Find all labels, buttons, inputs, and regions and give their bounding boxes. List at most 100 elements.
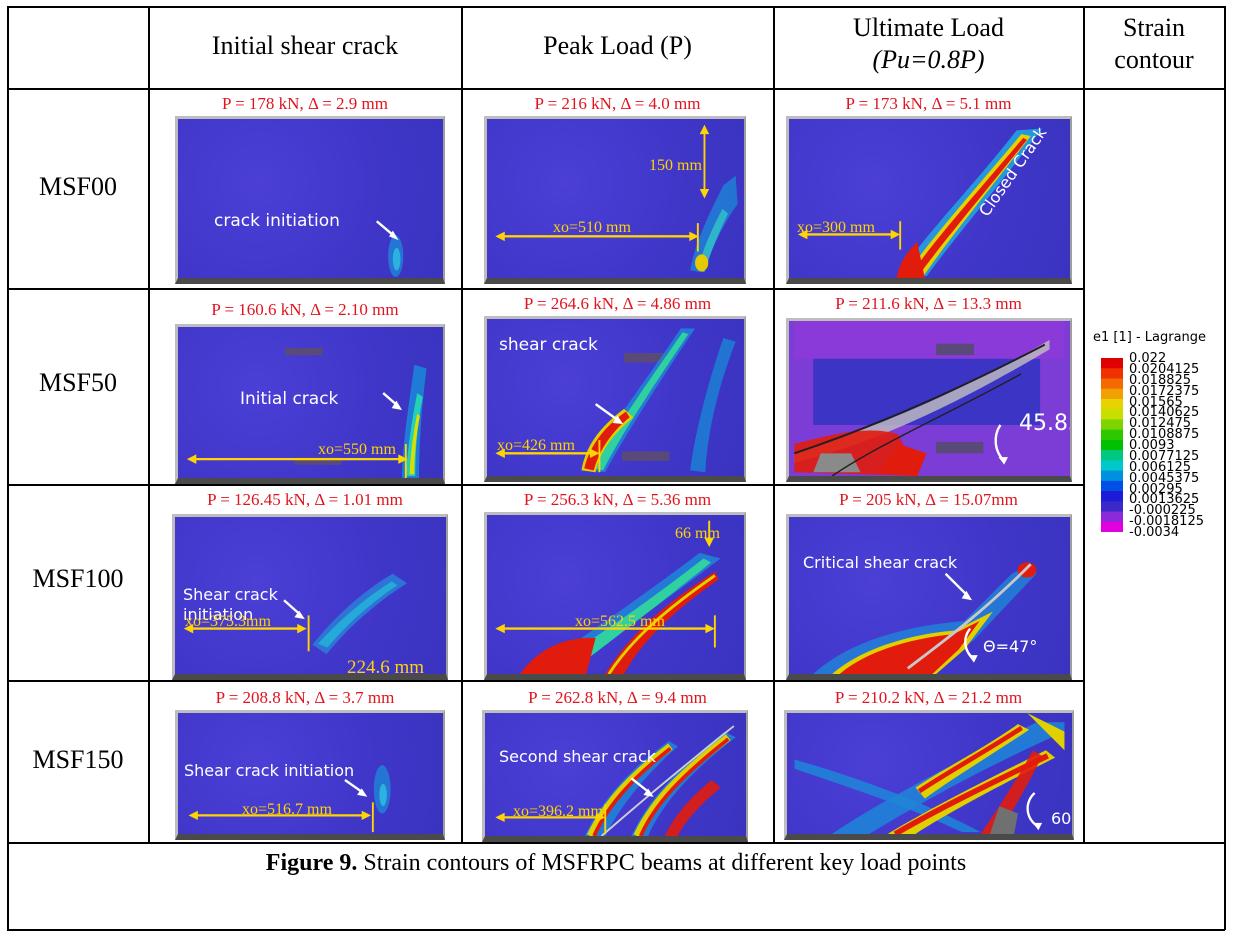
dimension-label: xo=550 mm (318, 441, 396, 458)
legend-value: 0.006125 (1129, 459, 1192, 475)
header-strain-line1: Strain (1122, 13, 1186, 42)
legend-value: -0.0018125 (1129, 514, 1204, 530)
strain-image-msf00-ultimate: xo=300 mm Closed Crack (786, 116, 1072, 284)
legend-value: 0.00295 (1129, 481, 1183, 497)
strain-image-msf100-ultimate: Critical shear crack Θ=47° (786, 514, 1072, 680)
dimension-label: 150 mm (649, 157, 702, 174)
load-caption: P = 216 kN, Δ = 4.0 mm (534, 94, 701, 113)
column-header-peak-load: Peak Load (P) (462, 30, 773, 62)
column-divider (148, 6, 150, 842)
legend-swatch (1101, 429, 1123, 441)
table-border-left (7, 6, 9, 930)
legend-value: 0.012475 (1129, 416, 1192, 432)
strain-contour-legend: e1 [1] - Lagrange 0.022 0.0204125 0.018825… (1093, 330, 1233, 539)
strain-overlay (794, 321, 1065, 476)
dimension-label: xo=562.5 mm (575, 613, 665, 630)
load-caption: P = 178 kN, Δ = 2.9 mm (222, 94, 388, 113)
load-caption: P = 205 kN, Δ = 15.07mm (839, 490, 1018, 509)
legend-swatch (1101, 358, 1123, 369)
legend-swatch (1101, 439, 1123, 451)
header-ultimate-line2: (Pu=0.8P) (872, 45, 985, 74)
strain-overlay (495, 520, 721, 674)
annotation-second-shear-crack: Second shear crack (499, 747, 656, 766)
strain-overlay (186, 347, 427, 478)
row-label-msf50: MSF50 (38, 368, 118, 397)
row-divider (7, 680, 1084, 682)
load-caption: P = 256.3 kN, Δ = 5.36 mm (523, 490, 712, 509)
legend-swatch (1101, 470, 1123, 482)
dimension-label: 224.6 mm (347, 657, 425, 678)
strain-overlay (813, 562, 1037, 674)
strain-image-msf00-peak: 150 mm xo=510 mm (484, 116, 746, 284)
header-strain-line2: contour (1114, 45, 1194, 74)
strain-overlay (183, 573, 407, 655)
annotation-shear-crack-initiation: Shear crack initiation (184, 761, 355, 780)
annotation-initiation: initiation (183, 605, 254, 624)
legend-value: 0.0077125 (1129, 448, 1200, 464)
legend-value: 0.0013625 (1129, 492, 1200, 508)
strain-image-msf50-ultimate: 45.85° (786, 318, 1072, 482)
legend-value: 0.0172375 (1129, 383, 1200, 399)
annotation-initial-crack: Initial crack (240, 389, 339, 409)
figure-number: Figure 9. (265, 850, 358, 876)
column-divider (1083, 6, 1085, 842)
strain-overlay (495, 328, 736, 473)
annotation-angle: 60° (1051, 809, 1072, 828)
legend-swatch (1101, 368, 1123, 379)
strain-image-msf150-ultimate: 60° (784, 710, 1074, 840)
load-caption: P = 126.45 kN, Δ = 1.01 mm (207, 490, 403, 509)
row-label-msf150: MSF150 (32, 745, 124, 774)
legend-value: -0.000225 (1129, 503, 1196, 519)
legend-swatch (1101, 460, 1123, 472)
load-caption: P = 208.8 kN, Δ = 3.7 mm (215, 688, 395, 707)
legend-swatch (1101, 409, 1123, 420)
legend-value: 0.0140625 (1129, 405, 1200, 421)
legend-value: 0.0204125 (1129, 361, 1200, 377)
row-label-msf00: MSF00 (38, 172, 118, 201)
strain-overlay (797, 128, 1043, 278)
legend-swatch (1101, 491, 1123, 502)
strain-image-msf100-initial: Shear crack initiation xo=375.3mm 224.6 … (172, 514, 448, 680)
legend-swatch (1101, 388, 1123, 400)
legend-swatch (1101, 450, 1123, 461)
legend-swatch (1101, 521, 1123, 532)
legend-title: e1 [1] - Lagrange (1093, 330, 1207, 345)
strain-overlay (794, 713, 1065, 834)
dimension-label: xo=396.2 mm (513, 803, 603, 820)
strain-image-msf50-peak: shear crack xo=426 mm (484, 316, 746, 482)
legend-value: 0.0045375 (1129, 470, 1200, 486)
strain-overlay (375, 220, 404, 278)
legend-swatch (1101, 419, 1123, 431)
legend-swatch (1101, 480, 1123, 492)
strain-field (175, 517, 446, 674)
load-caption: P = 264.6 kN, Δ = 4.86 mm (523, 294, 712, 313)
header-peak-load-text: Peak Load (P) (543, 31, 692, 60)
strain-field (178, 713, 443, 834)
dimension-label: 66 mm (675, 525, 720, 542)
legend-swatch (1101, 398, 1123, 410)
strain-overlay (188, 765, 391, 833)
legend-swatch (1101, 501, 1123, 513)
table-border-right (1224, 6, 1226, 930)
column-divider (773, 6, 775, 842)
strain-overlay (495, 725, 736, 836)
row-label-msf100: MSF100 (32, 564, 124, 593)
column-header-ultimate-load: Ultimate Load (Pu=0.8P) (774, 12, 1083, 76)
dimension-label: xo=510 mm (553, 219, 631, 236)
load-caption: P = 211.6 kN, Δ = 13.3 mm (835, 294, 1022, 313)
annotation-angle: Θ=47° (983, 637, 1038, 656)
dimension-label: xo=375.3mm (185, 613, 271, 630)
legend-value: -0.0034 (1129, 525, 1180, 540)
annotation-critical-shear-crack: Critical shear crack (803, 553, 958, 572)
legend-value: 0.0093 (1129, 438, 1175, 453)
dimension-label: xo=300 mm (797, 219, 875, 236)
strain-image-msf150-initial: Shear crack initiation xo=516.7 mm (175, 710, 445, 840)
legend-value: 0.0108875 (1129, 427, 1200, 443)
annotation-shear-crack: Shear crack (183, 585, 278, 604)
legend-value: 0.018825 (1129, 372, 1192, 388)
legend-value: 0.01565 (1129, 394, 1183, 410)
load-caption: P = 160.6 kN, Δ = 2.10 mm (211, 300, 399, 319)
dimension-label: xo=516.7 mm (242, 801, 332, 818)
annotation-crack-initiation: crack initiation (214, 211, 340, 231)
